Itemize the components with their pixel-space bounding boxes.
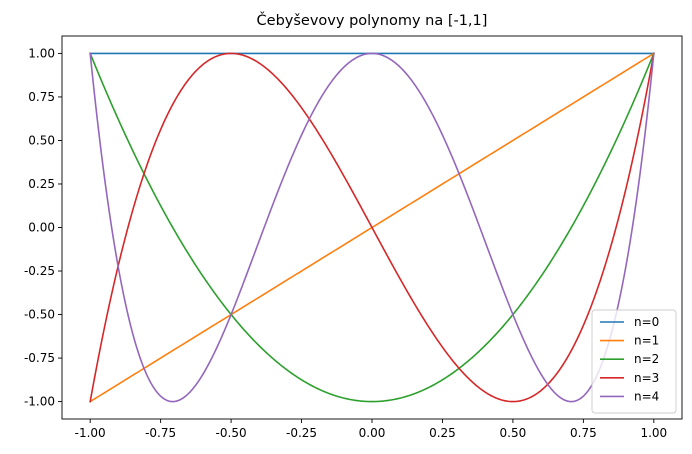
- x-tick-label: -0.75: [145, 426, 176, 440]
- y-tick-label: 0.75: [28, 90, 55, 104]
- y-tick-label: 0.50: [28, 133, 55, 147]
- legend-label: n=4: [634, 389, 659, 403]
- x-tick-label: 0.75: [570, 426, 597, 440]
- y-tick-label: -0.75: [24, 351, 55, 365]
- series-lines: [89, 52, 655, 403]
- series-line-2: [89, 52, 655, 403]
- y-tick-label: -1.00: [24, 395, 55, 409]
- legend-label: n=3: [634, 371, 659, 385]
- legend-label: n=0: [634, 315, 659, 329]
- series-line-3: [89, 52, 655, 403]
- y-tick-label: -0.50: [24, 308, 55, 322]
- x-tick-label: -1.00: [75, 426, 106, 440]
- legend: n=0 n=1 n=2 n=3 n=4: [591, 309, 677, 414]
- x-tick-label: -0.50: [216, 426, 247, 440]
- x-tick-label: -0.25: [286, 426, 317, 440]
- y-tick-label: 0.25: [28, 177, 55, 191]
- y-tick-label: -0.25: [24, 264, 55, 278]
- x-tick-label: 0.00: [359, 426, 386, 440]
- series-line-4: [89, 52, 655, 403]
- y-tick-label: 0.00: [28, 221, 55, 235]
- chart-title: Čebyševovy polynomy na [-1,1]: [257, 11, 488, 29]
- x-tick-label: 0.50: [500, 426, 527, 440]
- x-tick-label: 0.25: [429, 426, 456, 440]
- x-tick-label: 1.00: [640, 426, 667, 440]
- plot-area: -1.00 -0.75 -0.50 -0.25 0.00 0.25 0.50 0.75 1.00…: [24, 35, 683, 440]
- legend-label: n=2: [634, 352, 659, 366]
- legend-label: n=1: [634, 334, 659, 348]
- legend-box: [591, 309, 677, 414]
- y-tick-label: 1.00: [28, 46, 55, 60]
